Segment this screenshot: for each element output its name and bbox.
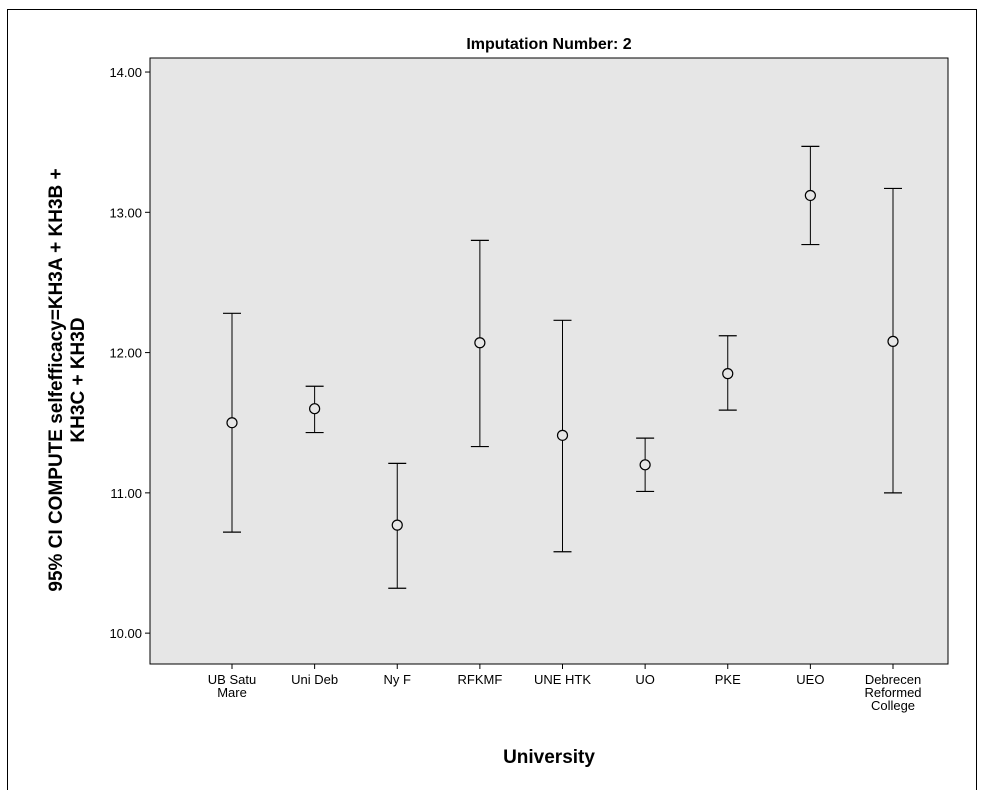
error-bar xyxy=(388,462,407,589)
mean-marker xyxy=(887,335,899,347)
x-tick-label-line: UNE HTK xyxy=(534,672,591,687)
x-axis: UB Satu Mare Uni Deb Ny F RFKMF UNE HTK UO PKE U… xyxy=(208,664,922,713)
y-tick-label: 14.00 xyxy=(109,65,142,80)
chart-title: Imputation Number: 2 xyxy=(466,36,631,53)
x-tick-label: Ny F xyxy=(384,672,412,687)
error-bars xyxy=(223,145,902,589)
x-tick-label-line: Ny F xyxy=(384,672,412,687)
x-tick-label: UNE HTK xyxy=(534,672,591,687)
error-bar xyxy=(223,312,241,533)
mean-marker xyxy=(722,368,734,380)
mean-marker xyxy=(226,417,238,429)
error-bar xyxy=(470,239,489,448)
mean-marker xyxy=(804,189,816,202)
x-tick-label: UO xyxy=(635,672,655,687)
mean-marker xyxy=(391,519,403,531)
mean-marker xyxy=(309,403,321,415)
x-tick-label-line: Debrecen xyxy=(865,672,921,687)
error-bar xyxy=(718,335,737,411)
x-tick-label: PKE xyxy=(715,672,741,687)
x-tick-label-line: Uni Deb xyxy=(291,672,338,687)
chart-frame xyxy=(7,9,977,790)
x-tick-label: RFKMF xyxy=(457,672,502,687)
mean-marker xyxy=(556,429,569,441)
x-tick-label: Uni Deb xyxy=(291,672,338,687)
x-tick-label-line: UEO xyxy=(796,672,824,687)
error-bar xyxy=(801,145,820,246)
error-bar xyxy=(305,385,324,434)
x-tick-label-line: Reformed xyxy=(864,685,921,700)
plot-area xyxy=(149,57,949,665)
y-axis-title: 95% CI COMPUTE selfefficacy=KH3A + KH3B … xyxy=(46,168,89,591)
mean-marker xyxy=(474,337,486,349)
error-bar xyxy=(553,319,572,553)
y-tick-label: 12.00 xyxy=(109,346,142,361)
x-tick-label-line: College xyxy=(871,698,915,713)
mean-marker xyxy=(639,459,651,471)
error-bar xyxy=(636,437,655,493)
x-tick-label: UB Satu Mare xyxy=(208,672,256,700)
x-axis-title: University xyxy=(503,747,595,768)
x-tick-label-line: UO xyxy=(635,672,655,687)
y-tick-label: 11.00 xyxy=(110,486,142,501)
error-bar xyxy=(884,187,902,494)
y-tick-label: 10.00 xyxy=(109,626,142,641)
x-tick-label: Debrecen Reformed College xyxy=(864,672,921,713)
x-tick-label-line: RFKMF xyxy=(457,672,502,687)
y-tick-label: 13.00 xyxy=(109,205,142,220)
y-axis: 10.00 11.00 12.00 13.00 14.00 xyxy=(109,65,150,641)
x-tick-label: UEO xyxy=(796,672,824,687)
x-tick-label-line: PKE xyxy=(715,672,741,687)
y-axis-title-line: KH3C + KH3D xyxy=(68,317,89,442)
x-tick-label-line: Mare xyxy=(217,685,247,700)
y-axis-title-line: 95% CI COMPUTE selfefficacy=KH3A + KH3B … xyxy=(46,168,67,591)
x-tick-label-line: UB Satu xyxy=(208,672,256,687)
